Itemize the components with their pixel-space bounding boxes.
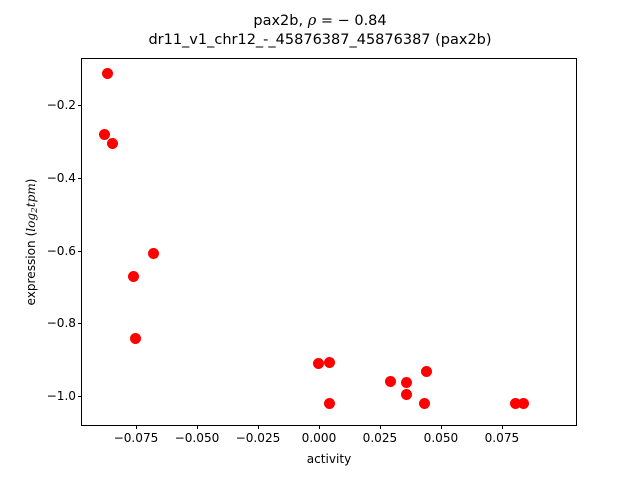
y-axis-label-prefix: expression (: [24, 231, 38, 306]
scatter-point: [147, 247, 159, 259]
scatter-point: [313, 358, 325, 369]
plot-axes-frame: −0.075 −0.050 −0.025 0.000 0.025 0.050 0.075 −0…: [47, 58, 577, 445]
x-axis-label: activity: [306, 452, 352, 466]
x-axis-tick-label: −0.025: [235, 431, 281, 445]
scatter-point: [385, 376, 397, 388]
plot-data-area: [82, 59, 576, 425]
y-axis-tick: [78, 323, 82, 325]
y-axis-tick-label: −0.2: [46, 98, 76, 113]
scatter-point: [421, 366, 433, 378]
chart-title-line1: pax2b, ρ = − 0.84: [0, 12, 640, 31]
scatter-point: [130, 332, 142, 344]
y-axis-label-base: 2: [29, 207, 40, 213]
y-axis-tick: [78, 250, 82, 252]
y-axis-label: expression (log2tpm): [22, 58, 40, 426]
x-axis-tick-label: 0.025: [362, 431, 398, 445]
y-axis-tick-label: −0.8: [46, 316, 76, 331]
scatter-point: [128, 270, 140, 282]
x-axis-tick: [440, 425, 442, 429]
chart-title-line2: dr11_v1_chr12_-_45876387_45876387 (pax2b…: [148, 32, 492, 48]
scatter-point: [400, 377, 412, 389]
y-axis-label-log: log: [24, 212, 38, 232]
scatter-point: [102, 68, 114, 80]
x-axis-tick-label: 0.075: [484, 431, 520, 445]
chart-title-gene: pax2b,: [253, 13, 308, 29]
scatter-point: [518, 397, 530, 409]
x-axis-tick: [257, 425, 259, 429]
y-axis-tick: [78, 105, 82, 107]
scatter-point: [419, 397, 431, 409]
chart-title: pax2b, ρ = − 0.84 dr11_v1_chr12_-_458763…: [0, 12, 640, 50]
scatter-point: [99, 128, 111, 140]
x-axis-tick-label: −0.050: [174, 431, 220, 445]
y-axis-tick: [78, 395, 82, 397]
x-axis-tick: [318, 425, 320, 429]
y-axis-tick: [78, 177, 82, 179]
y-axis-label-suffix: ): [24, 178, 38, 184]
x-axis-tick-label: −0.075: [113, 431, 159, 445]
rho-symbol: ρ: [307, 13, 317, 29]
y-axis-tick-label: −0.4: [46, 170, 76, 185]
scatter-point: [324, 397, 336, 409]
scatter-point: [324, 357, 336, 369]
x-axis-tick: [196, 425, 198, 429]
y-axis-tick-label: −0.6: [46, 243, 76, 258]
x-axis-tick-label: 0.000: [301, 431, 337, 445]
x-axis-tick: [501, 425, 503, 429]
scatter-point: [400, 388, 412, 400]
y-axis-label-tpm: tpm: [24, 183, 38, 208]
x-axis-tick-label: 0.050: [423, 431, 459, 445]
x-axis-tick: [379, 425, 381, 429]
scatter-point: [106, 137, 118, 149]
rho-value-text: = − 0.84: [316, 13, 387, 29]
y-axis-tick-label: −1.0: [46, 388, 76, 403]
x-axis-tick: [135, 425, 137, 429]
scatter-point: [509, 397, 521, 409]
